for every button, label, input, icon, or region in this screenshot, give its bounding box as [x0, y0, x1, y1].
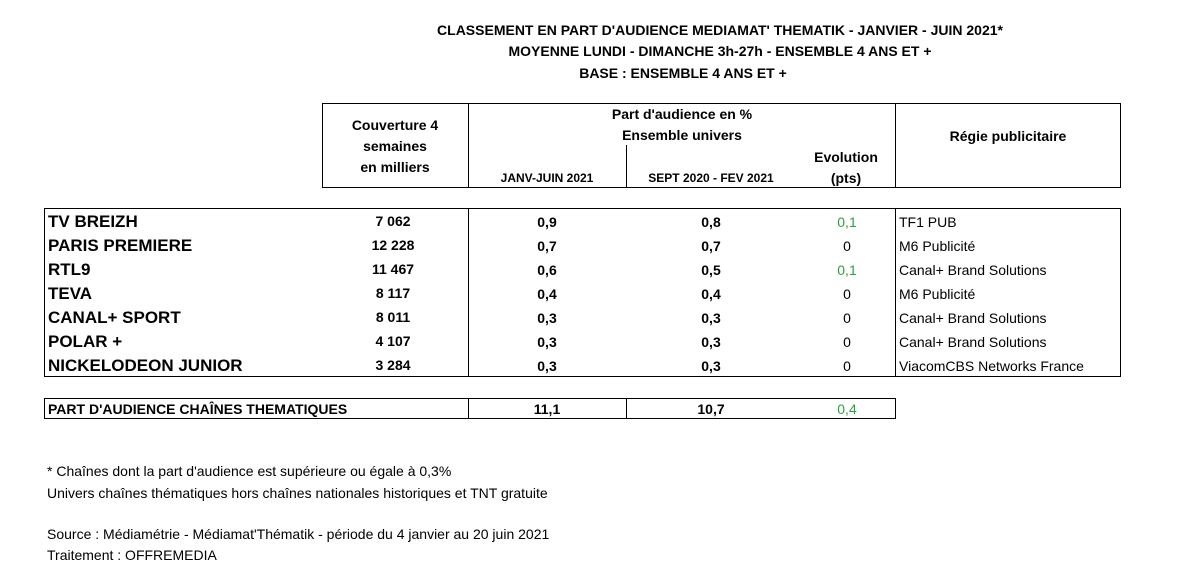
- title-line: BASE : ENSEMBLE 4 ANS ET +: [579, 65, 787, 81]
- share-cell: 0,3: [701, 358, 721, 374]
- total-label: PART D'AUDIENCE CHAÎNES THEMATIQUES: [48, 401, 348, 417]
- channel-name: POLAR +: [48, 332, 123, 351]
- source: Source : Médiamétrie - Médiamat'Thématik…: [47, 526, 550, 542]
- evolution-cell: 0: [843, 358, 851, 374]
- evolution-cell: 0: [843, 310, 851, 326]
- header-cell: Part d'audience en %: [611, 106, 753, 122]
- share-cell: 0,7: [537, 238, 557, 254]
- share-cell: 0,4: [537, 286, 557, 302]
- title-line: CLASSEMENT EN PART D'AUDIENCE MEDIAMAT' …: [437, 22, 1003, 38]
- header-box: [322, 103, 1121, 188]
- divider: [468, 103, 469, 188]
- header-cell: Evolution: [814, 149, 878, 165]
- header-cell: (pts): [830, 170, 862, 186]
- divider: [895, 208, 896, 377]
- agency-cell: Canal+ Brand Solutions: [899, 262, 1047, 278]
- evolution-cell: 0,1: [837, 262, 857, 278]
- header-cell: Couverture 4: [351, 117, 439, 133]
- share-cell: 0,9: [537, 214, 557, 230]
- agency-cell: Canal+ Brand Solutions: [899, 334, 1047, 350]
- total-box: [44, 398, 896, 419]
- share-cell: 0,6: [537, 262, 557, 278]
- coverage-cell: 3 284: [375, 357, 411, 373]
- source: Traitement : OFFREMEDIA: [47, 547, 217, 563]
- share-cell: 0,3: [701, 310, 721, 326]
- header-cell: Ensemble univers: [622, 127, 742, 143]
- divider: [895, 103, 896, 188]
- share-cell: 0,3: [537, 334, 557, 350]
- agency-cell: TF1 PUB: [899, 214, 957, 230]
- agency-cell: Canal+ Brand Solutions: [899, 310, 1047, 326]
- coverage-cell: 11 467: [371, 261, 415, 277]
- total-cell: 11,1: [533, 401, 561, 417]
- share-cell: 0,3: [537, 358, 557, 374]
- note: Univers chaînes thématiques hors chaînes…: [47, 485, 548, 501]
- channel-name: CANAL+ SPORT: [48, 308, 181, 327]
- coverage-cell: 12 228: [371, 237, 415, 253]
- evolution-cell: 0: [843, 334, 851, 350]
- channel-name: NICKELODEON JUNIOR: [48, 356, 243, 375]
- divider: [626, 398, 627, 419]
- note: * Chaînes dont la part d'audience est su…: [47, 463, 452, 479]
- total-cell: 0,4: [837, 401, 857, 417]
- header-cell: Régie publicitaire: [949, 128, 1067, 144]
- data-box: [44, 208, 1121, 377]
- share-cell: 0,7: [701, 238, 721, 254]
- evolution-cell: 0,1: [837, 214, 857, 230]
- share-cell: 0,8: [701, 214, 721, 230]
- coverage-cell: 4 107: [375, 333, 411, 349]
- evolution-cell: 0: [843, 286, 851, 302]
- header-cell: SEPT 2020 - FEV 2021: [648, 171, 774, 185]
- channel-name: PARIS PREMIERE: [48, 236, 193, 255]
- coverage-cell: 8 011: [375, 309, 411, 325]
- divider: [468, 398, 469, 419]
- header-cell: semaines: [363, 138, 427, 154]
- share-cell: 0,3: [537, 310, 557, 326]
- coverage-cell: 7 062: [375, 213, 411, 229]
- divider: [626, 145, 627, 188]
- coverage-cell: 8 117: [375, 285, 411, 301]
- agency-cell: M6 Publicité: [899, 238, 976, 254]
- divider: [468, 208, 469, 377]
- total-cell: 10,7: [697, 401, 725, 417]
- channel-name: RTL9: [48, 260, 91, 279]
- agency-cell: M6 Publicité: [899, 286, 976, 302]
- header-cell: JANV-JUIN 2021: [500, 171, 594, 185]
- channel-name: TV BREIZH: [48, 212, 138, 231]
- evolution-cell: 0: [843, 238, 851, 254]
- share-cell: 0,3: [701, 334, 721, 350]
- channel-name: TEVA: [48, 284, 93, 303]
- share-cell: 0,5: [701, 262, 721, 278]
- title-line: MOYENNE LUNDI - DIMANCHE 3h-27h - ENSEMB…: [508, 43, 932, 59]
- header-cell: en milliers: [360, 159, 430, 175]
- agency-cell: ViacomCBS Networks France: [899, 358, 1084, 374]
- share-cell: 0,4: [701, 286, 721, 302]
